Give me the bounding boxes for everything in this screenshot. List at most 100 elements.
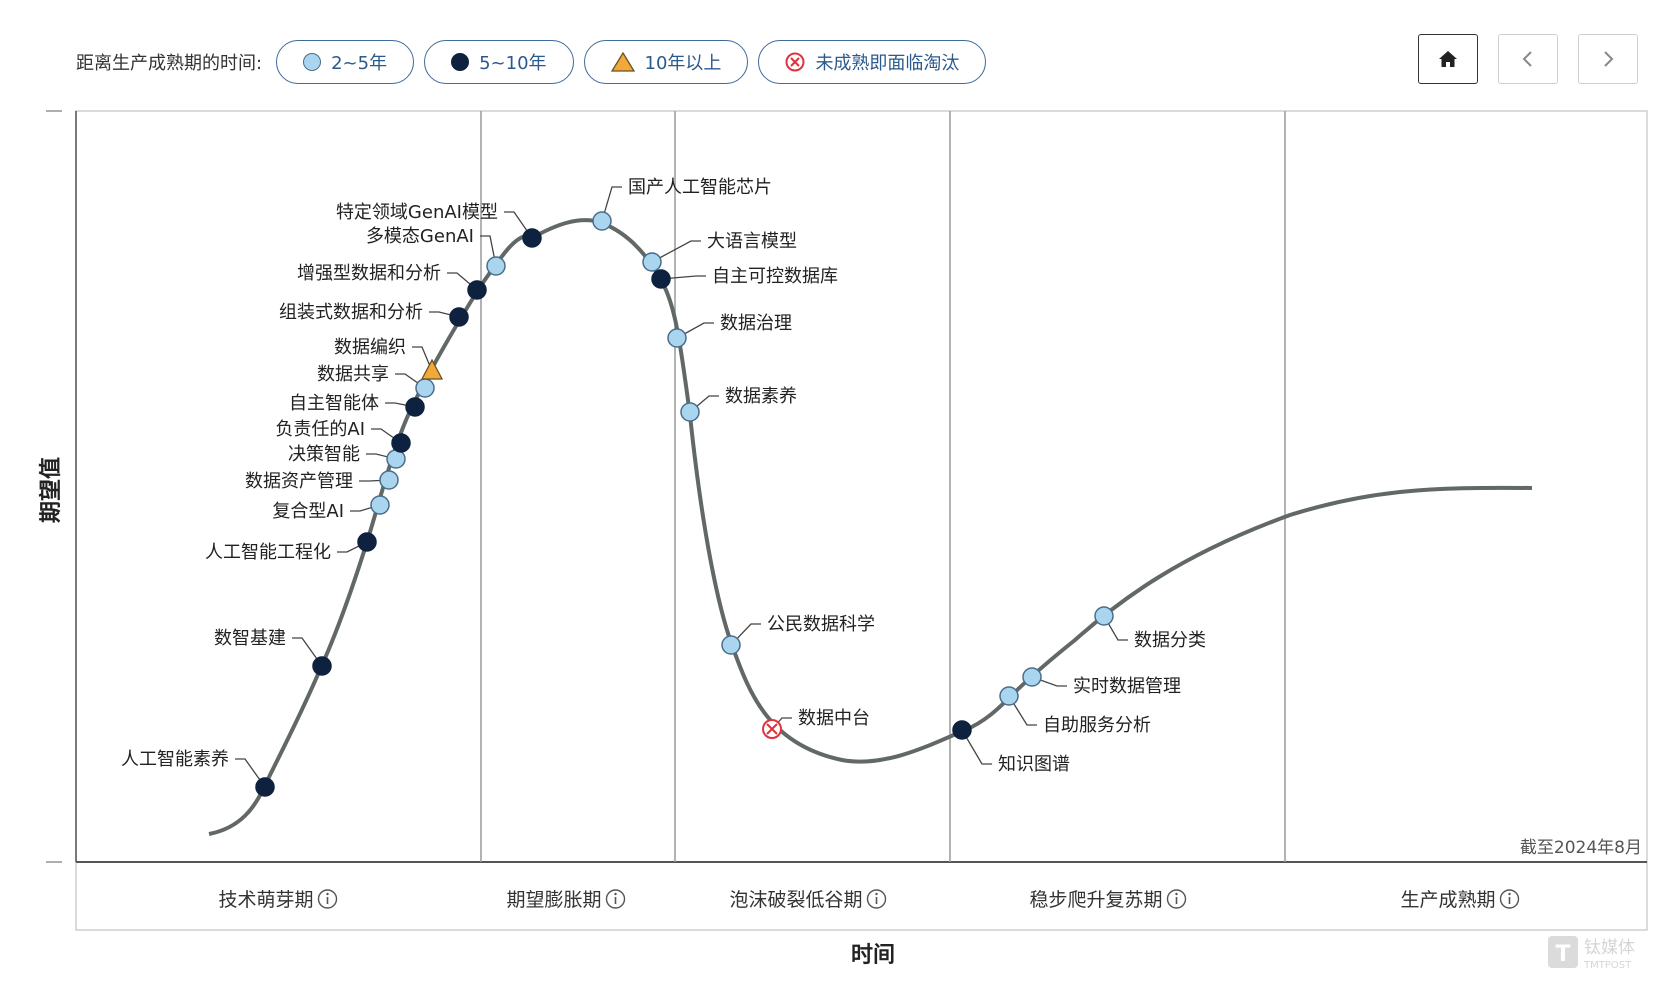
- leader-line: [366, 453, 397, 460]
- point-marker-2-5[interactable]: [415, 378, 435, 398]
- point-marker-2-5[interactable]: [721, 635, 741, 655]
- legend-filter-10-plus-years[interactable]: 10年以上: [583, 40, 749, 84]
- watermark-logo: T 钛媒体 TMTPOST: [1548, 936, 1635, 971]
- leader-line: [395, 373, 426, 389]
- point-label: 数据素养: [725, 386, 797, 407]
- home-button[interactable]: [1418, 34, 1478, 84]
- point-marker-5-10[interactable]: [467, 280, 487, 300]
- leader-line: [651, 240, 701, 263]
- point-marker-5-10[interactable]: [255, 777, 275, 797]
- leader-line: [1008, 695, 1037, 726]
- point-label: 数据资产管理: [245, 471, 353, 492]
- light-circle-icon: [303, 53, 322, 71]
- leader-line: [412, 346, 433, 372]
- point-marker-2-5[interactable]: [1094, 606, 1114, 626]
- leader-line: [350, 504, 381, 512]
- leader-line: [660, 275, 706, 280]
- hype-curve: [208, 218, 1533, 836]
- point-label: 数智基建: [214, 628, 286, 649]
- watermark-brand: 钛媒体: [1584, 938, 1635, 958]
- point-marker-2-5[interactable]: [642, 252, 662, 272]
- info-icon[interactable]: [866, 889, 887, 909]
- point-marker-obsolete[interactable]: [762, 719, 782, 739]
- leader-line: [961, 729, 992, 765]
- leader-line: [730, 623, 761, 646]
- point-label: 自助服务分析: [1043, 715, 1151, 736]
- point-label: 数据共享: [317, 364, 389, 385]
- leader-line: [429, 311, 460, 318]
- point-label: 特定领域GenAI模型: [336, 202, 498, 223]
- home-icon: [1439, 51, 1457, 67]
- point-marker-2-5[interactable]: [680, 402, 700, 422]
- leader-line: [337, 541, 368, 553]
- point-label: 负责任的AI: [275, 419, 365, 440]
- legend-label: 10年以上: [644, 53, 722, 74]
- point-label: 国产人工智能芯片: [628, 177, 772, 198]
- point-label: 自主智能体: [289, 393, 379, 414]
- legend-filter-5-10-years[interactable]: 5~10年: [424, 40, 574, 84]
- leader-line: [676, 322, 714, 339]
- dark-circle-icon: [451, 53, 470, 71]
- next-button[interactable]: [1578, 34, 1638, 84]
- point-marker-5-10[interactable]: [952, 720, 972, 740]
- legend-title: 距离生产成熟期的时间:: [76, 53, 263, 74]
- point-marker-2-5[interactable]: [592, 211, 612, 231]
- info-icon[interactable]: [317, 889, 338, 909]
- leader-line: [1103, 615, 1128, 641]
- leader-line: [371, 428, 402, 444]
- point-marker-2-5[interactable]: [999, 686, 1019, 706]
- point-marker-5-10[interactable]: [522, 228, 542, 248]
- point-label: 实时数据管理: [1073, 676, 1181, 697]
- x-axis-label: 时间: [851, 943, 895, 968]
- watermark-sub: TMTPOST: [1583, 960, 1632, 971]
- point-marker-2-5[interactable]: [379, 470, 399, 490]
- phase-label: 期望膨胀期: [506, 889, 601, 911]
- phase-label: 泡沫破裂低谷期: [729, 889, 862, 911]
- legend-filter-2-5-years[interactable]: 2~5年: [276, 40, 415, 84]
- info-icon[interactable]: [605, 889, 626, 909]
- prev-button[interactable]: [1498, 34, 1558, 84]
- leader-line: [1031, 676, 1067, 687]
- phase-label: 生产成熟期: [1400, 889, 1495, 911]
- legend: 距离生产成熟期的时间: 2~5年 5~10年 10年以上 未成熟即面临淘汰: [76, 38, 987, 86]
- point-label: 自主可控数据库: [712, 266, 838, 287]
- point-marker-10-plus[interactable]: [420, 358, 444, 380]
- data-points: 人工智能素养 数智基建 人工智能工程化 复合型AI 数据资产管理 决策智能 负责任的AI 自主…: [121, 177, 1206, 797]
- svg-text:T: T: [1555, 942, 1570, 967]
- chart-frame: [75, 110, 1648, 931]
- point-marker-5-10[interactable]: [651, 269, 671, 289]
- leader-line: [359, 479, 390, 482]
- point-marker-2-5[interactable]: [386, 449, 406, 469]
- point-label: 数据分类: [1134, 630, 1206, 651]
- point-marker-2-5[interactable]: [370, 495, 390, 515]
- point-marker-5-10[interactable]: [312, 656, 332, 676]
- point-label: 人工智能素养: [121, 749, 229, 770]
- point-marker-2-5[interactable]: [1022, 667, 1042, 687]
- leader-line: [771, 717, 792, 730]
- point-marker-5-10[interactable]: [357, 532, 377, 552]
- leader-line: [601, 186, 622, 222]
- point-label: 数据中台: [798, 708, 870, 729]
- legend-label: 未成熟即面临淘汰: [815, 53, 960, 74]
- chevron-right-icon: [1604, 51, 1614, 67]
- leader-line: [504, 211, 533, 239]
- phase-labels: 技术萌芽期 期望膨胀期 泡沫破裂低谷期 稳步爬升复苏期 生产成熟期: [218, 889, 1520, 911]
- legend-label: 5~10年: [479, 53, 547, 74]
- point-marker-5-10[interactable]: [405, 397, 425, 417]
- point-marker-2-5[interactable]: [486, 256, 506, 276]
- point-marker-2-5[interactable]: [667, 328, 687, 348]
- point-label: 知识图谱: [998, 754, 1070, 775]
- point-marker-5-10[interactable]: [391, 433, 411, 453]
- info-icon[interactable]: [1499, 889, 1520, 909]
- leader-line: [689, 395, 719, 413]
- legend-label: 2~5年: [331, 53, 388, 74]
- point-label: 组装式数据和分析: [279, 302, 423, 323]
- y-axis-label: 期望值: [38, 457, 64, 523]
- point-marker-5-10[interactable]: [449, 307, 469, 327]
- x-circle-icon: [785, 52, 805, 72]
- legend-filter-obsolete[interactable]: 未成熟即面临淘汰: [758, 40, 987, 84]
- phase-dividers: [480, 111, 1286, 862]
- info-icon[interactable]: [1166, 889, 1187, 909]
- point-label: 大语言模型: [707, 231, 797, 252]
